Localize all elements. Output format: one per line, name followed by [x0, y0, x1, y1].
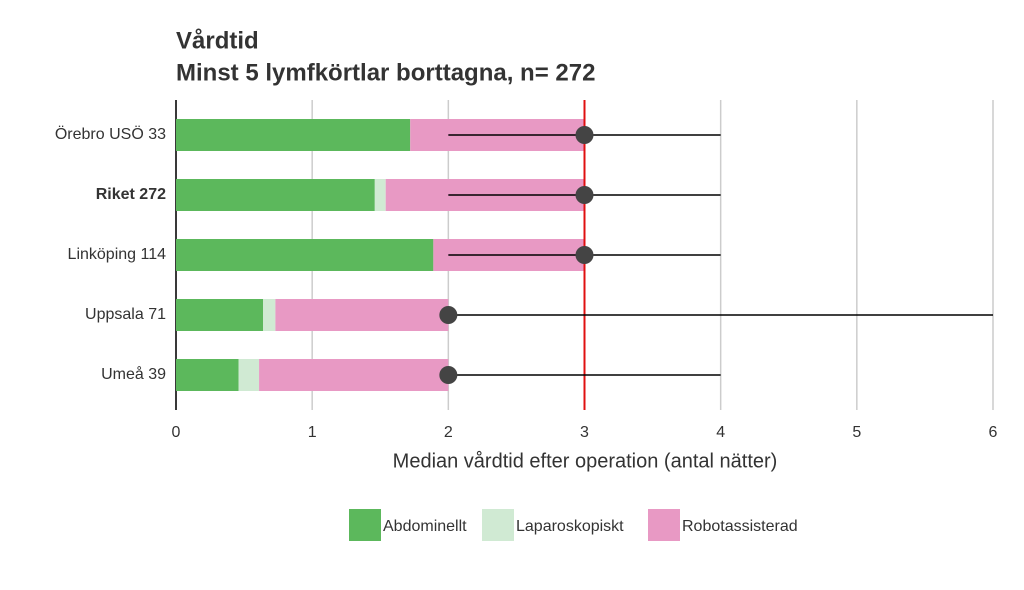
median-point [575, 126, 594, 144]
legend-swatch [349, 509, 381, 541]
legend-swatch [482, 509, 514, 541]
y-tick-label: Riket 272 [96, 186, 166, 203]
legend-label: Laparoskopiskt [516, 518, 624, 535]
bar-segment [374, 179, 386, 211]
y-tick-label: Umeå 39 [101, 365, 166, 383]
median-point [439, 366, 458, 384]
bar-segment [176, 239, 434, 271]
legend-swatch [648, 509, 680, 541]
x-tick-label: 4 [716, 424, 725, 441]
bar-segment [176, 299, 264, 331]
bar-segment [176, 359, 239, 391]
x-tick-label: 5 [852, 424, 861, 441]
chart-subtitle: Minst 5 lymfkörtlar borttagna, n= 272 [176, 59, 595, 86]
legend-label: Robotassisterad [682, 518, 798, 535]
median-point [575, 186, 594, 204]
x-tick-label: 0 [172, 424, 181, 441]
x-tick-label: 6 [989, 424, 998, 441]
y-tick-label: Uppsala 71 [85, 306, 166, 323]
bar-segment [263, 299, 276, 331]
bar-segment [176, 119, 411, 151]
x-axis-label: Median vårdtid efter operation (antal nä… [393, 450, 778, 472]
median-point [439, 306, 458, 324]
y-tick-label: Linköping 114 [68, 246, 167, 263]
x-tick-label: 2 [444, 424, 453, 441]
bar-segment [259, 359, 449, 391]
chart-title: Vårdtid [176, 27, 259, 54]
legend-label: Abdominellt [383, 518, 467, 535]
bar-segment [176, 179, 375, 211]
y-tick-label: Örebro USÖ 33 [55, 125, 166, 143]
x-tick-label: 3 [580, 424, 589, 441]
bar-segment [275, 299, 449, 331]
x-tick-label: 1 [308, 424, 317, 441]
bar-segment [238, 359, 260, 391]
median-point [575, 246, 594, 264]
